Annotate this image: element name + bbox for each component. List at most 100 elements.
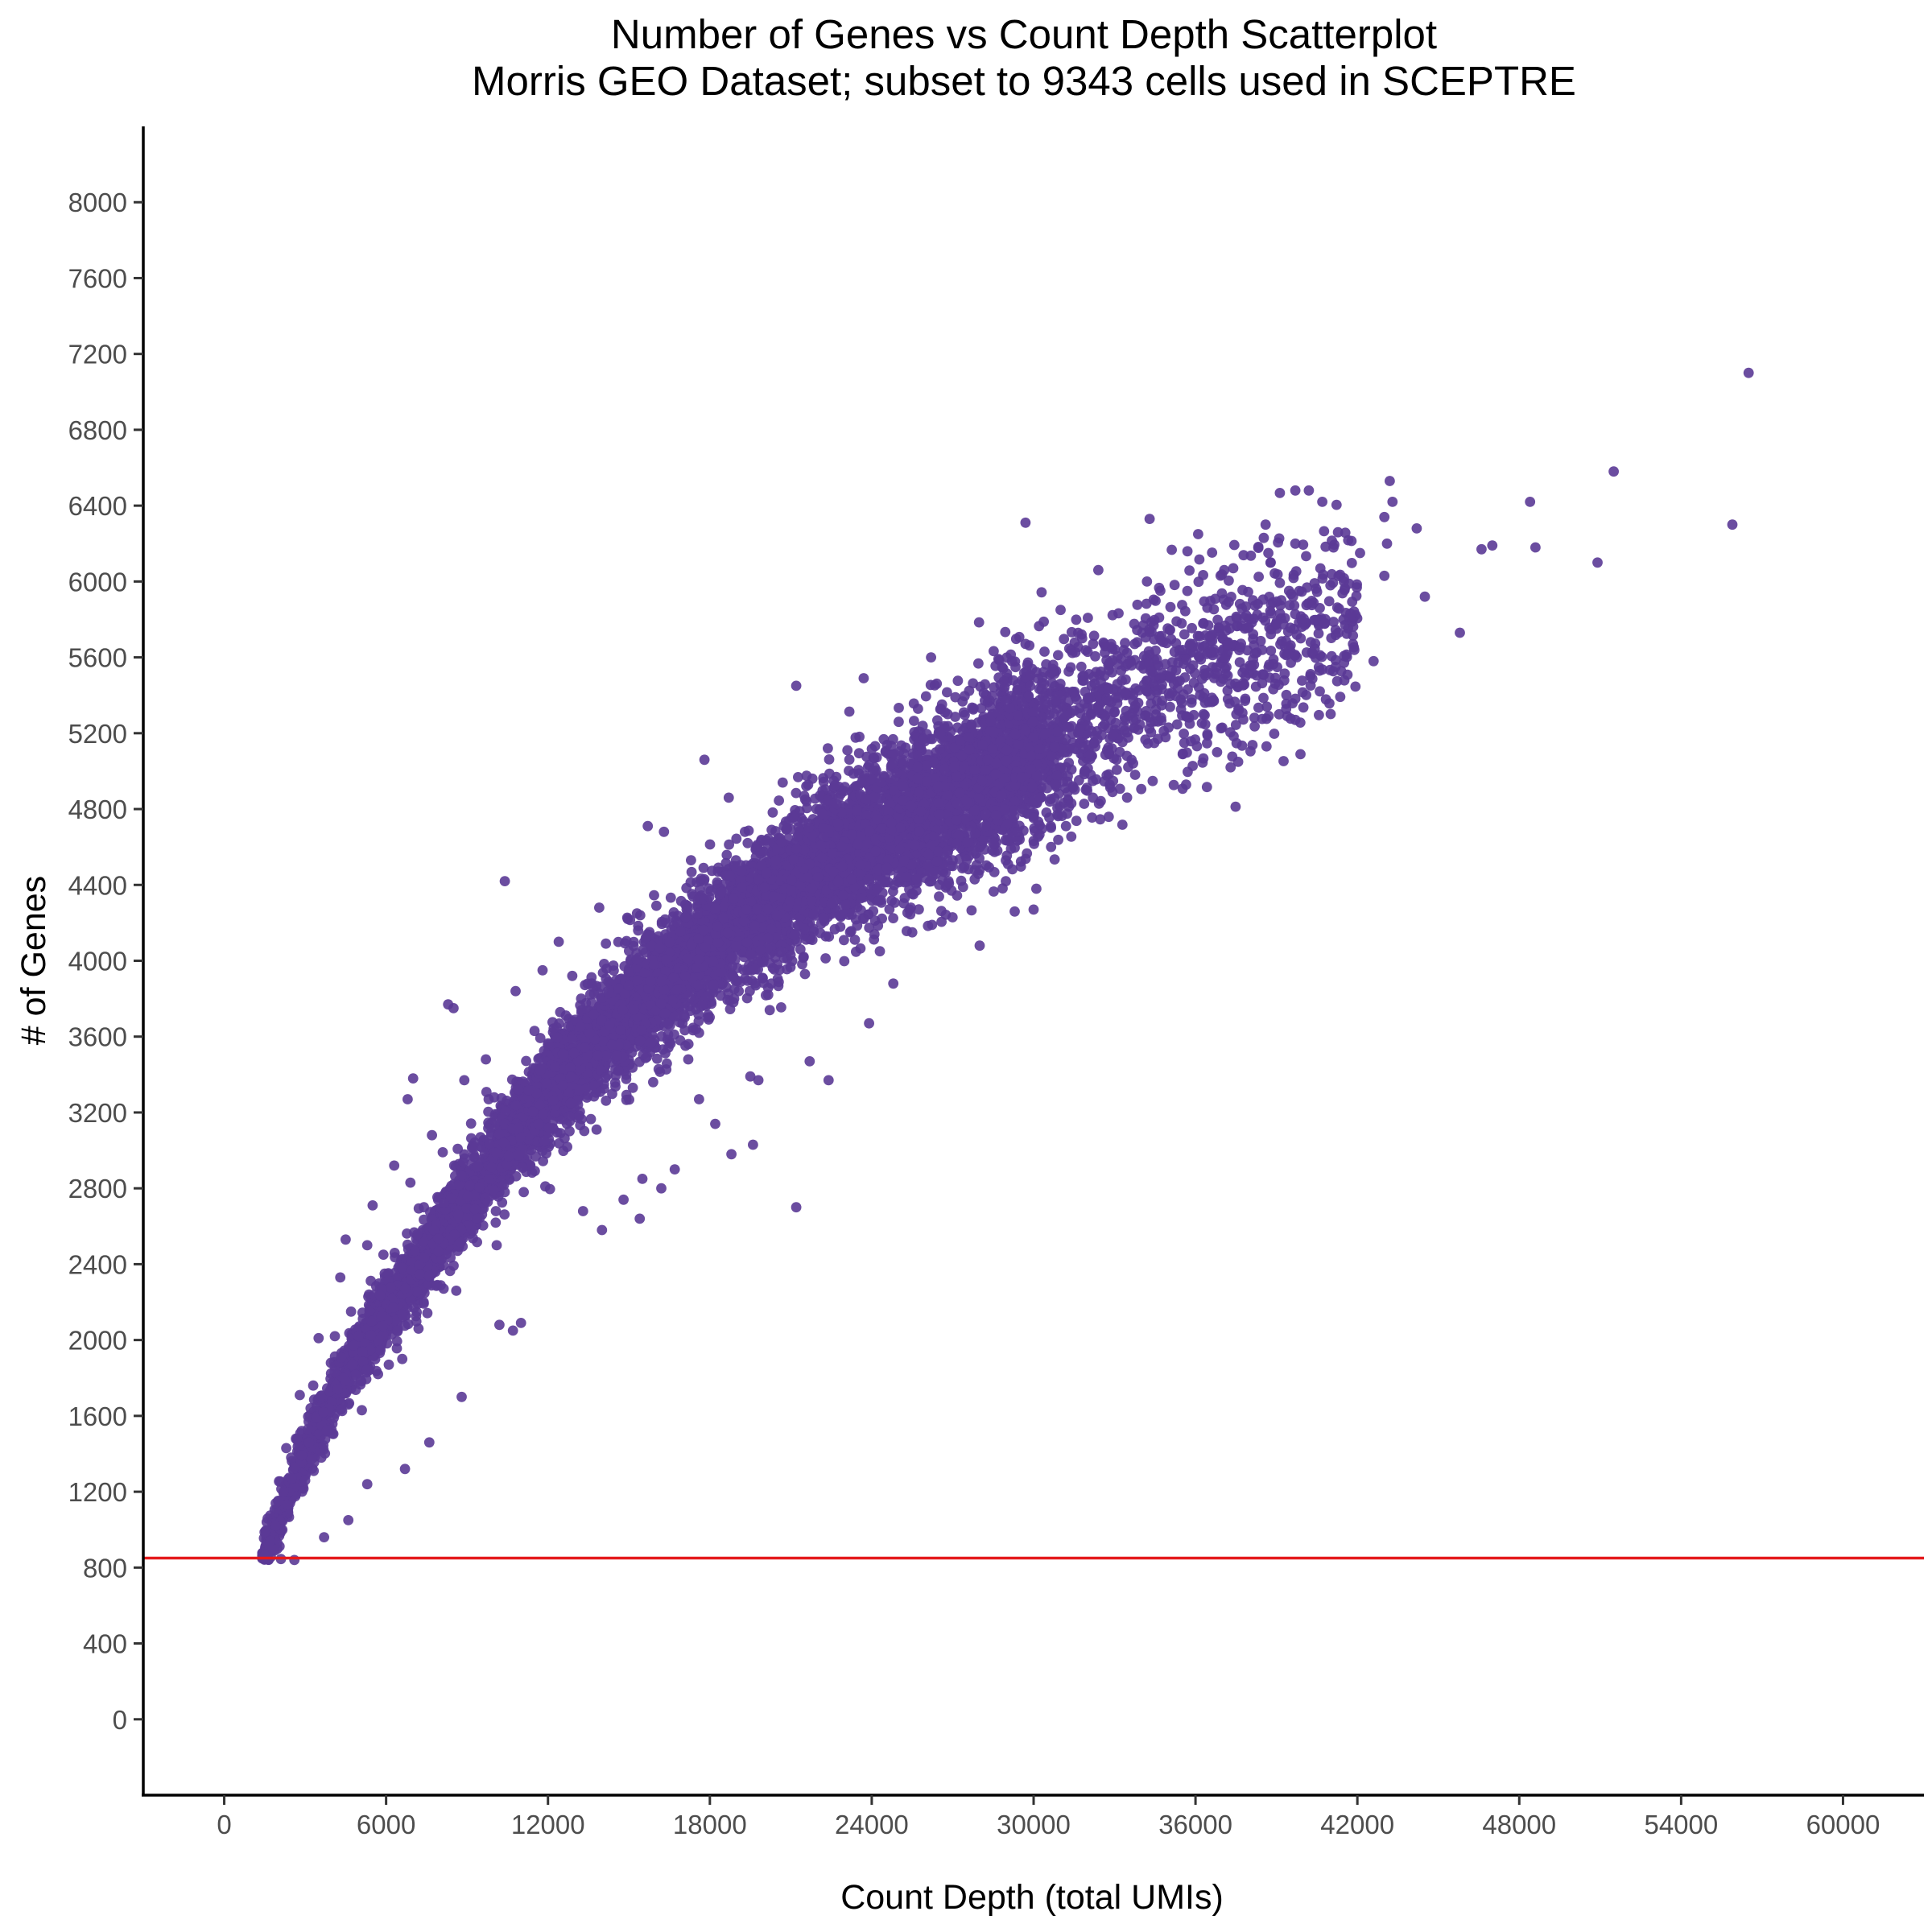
data-point [979, 844, 990, 855]
data-point [1081, 782, 1092, 793]
data-point [1022, 848, 1033, 859]
data-point [1054, 801, 1065, 811]
data-point [1121, 750, 1133, 762]
data-point [1313, 628, 1324, 639]
data-point [490, 1206, 502, 1216]
data-point [1013, 631, 1025, 642]
chart-title: Number of Genes vs Count Depth Scatterpl… [611, 11, 1437, 57]
data-point [1169, 580, 1180, 591]
data-point [499, 1209, 510, 1220]
data-point [952, 675, 964, 687]
data-point [651, 1053, 663, 1064]
data-point [1194, 554, 1205, 565]
data-point [1171, 719, 1183, 730]
data-point [799, 968, 811, 980]
data-point [585, 1113, 597, 1125]
data-point [1090, 650, 1100, 662]
data-point [1182, 546, 1193, 557]
data-point [767, 807, 778, 818]
data-point [824, 754, 835, 765]
data-point [1258, 532, 1269, 543]
data-point [1015, 861, 1026, 872]
data-point [839, 935, 849, 946]
data-point [649, 890, 659, 901]
data-point [869, 741, 881, 752]
data-point [1071, 614, 1082, 625]
data-point [1154, 582, 1165, 593]
data-point [1186, 694, 1197, 705]
data-point [1039, 646, 1050, 657]
data-point [793, 772, 803, 782]
data-point [1238, 714, 1249, 725]
data-point [1107, 609, 1118, 621]
data-point [1224, 575, 1234, 586]
data-point [490, 1217, 502, 1228]
data-point [1132, 637, 1143, 648]
data-point [1079, 799, 1090, 809]
data-point [1179, 629, 1190, 640]
data-point [1202, 737, 1212, 749]
data-point [698, 862, 709, 873]
data-point [774, 795, 784, 806]
data-point [1059, 634, 1070, 645]
data-point [1351, 590, 1362, 601]
data-point [1245, 550, 1257, 561]
data-point [1216, 722, 1228, 733]
data-point [878, 733, 890, 745]
data-point [923, 920, 934, 931]
data-point [850, 732, 861, 743]
data-point [1352, 582, 1362, 593]
data-point [1147, 775, 1158, 786]
data-point [1346, 535, 1357, 547]
data-point [1202, 730, 1213, 741]
data-point [896, 740, 906, 751]
data-point [960, 709, 970, 720]
data-points [257, 367, 1754, 1566]
data-point [942, 687, 952, 698]
data-point [720, 857, 732, 869]
data-point [1000, 626, 1011, 638]
data-point [601, 1096, 612, 1106]
data-point [1258, 692, 1269, 704]
data-point [613, 936, 624, 947]
data-point [472, 1236, 482, 1248]
data-point [1249, 712, 1260, 723]
data-point [1216, 569, 1228, 580]
data-point [1230, 720, 1241, 730]
data-point [1265, 646, 1277, 656]
data-point [1340, 527, 1351, 539]
data-point [1328, 617, 1339, 627]
data-point [1187, 622, 1197, 634]
data-point [633, 920, 644, 931]
data-point [419, 1214, 429, 1225]
data-point [665, 892, 676, 903]
data-point [1265, 608, 1277, 619]
data-point [1129, 770, 1141, 780]
data-point [973, 658, 984, 669]
data-point [973, 617, 985, 628]
data-point [1269, 568, 1280, 579]
data-point [1083, 613, 1093, 623]
data-point [1088, 638, 1099, 650]
data-point [889, 880, 900, 890]
data-point [1201, 782, 1212, 793]
data-point [914, 904, 924, 915]
data-point [1257, 594, 1269, 605]
data-point [731, 833, 742, 844]
data-point [925, 679, 936, 691]
data-point [1257, 612, 1269, 623]
data-point [1253, 572, 1264, 582]
data-point [1323, 596, 1335, 607]
data-point [989, 886, 999, 897]
data-point [1212, 614, 1223, 625]
data-point [1198, 753, 1209, 764]
chart-subtitle: Morris GEO Dataset; subset to 9343 cells… [472, 58, 1576, 104]
data-point [1278, 756, 1289, 766]
data-point [1339, 584, 1350, 596]
data-point [1274, 577, 1286, 588]
data-point [1331, 675, 1343, 687]
data-point [1075, 661, 1087, 672]
data-point [1165, 701, 1175, 712]
data-point [898, 754, 909, 766]
data-point [1269, 729, 1280, 739]
